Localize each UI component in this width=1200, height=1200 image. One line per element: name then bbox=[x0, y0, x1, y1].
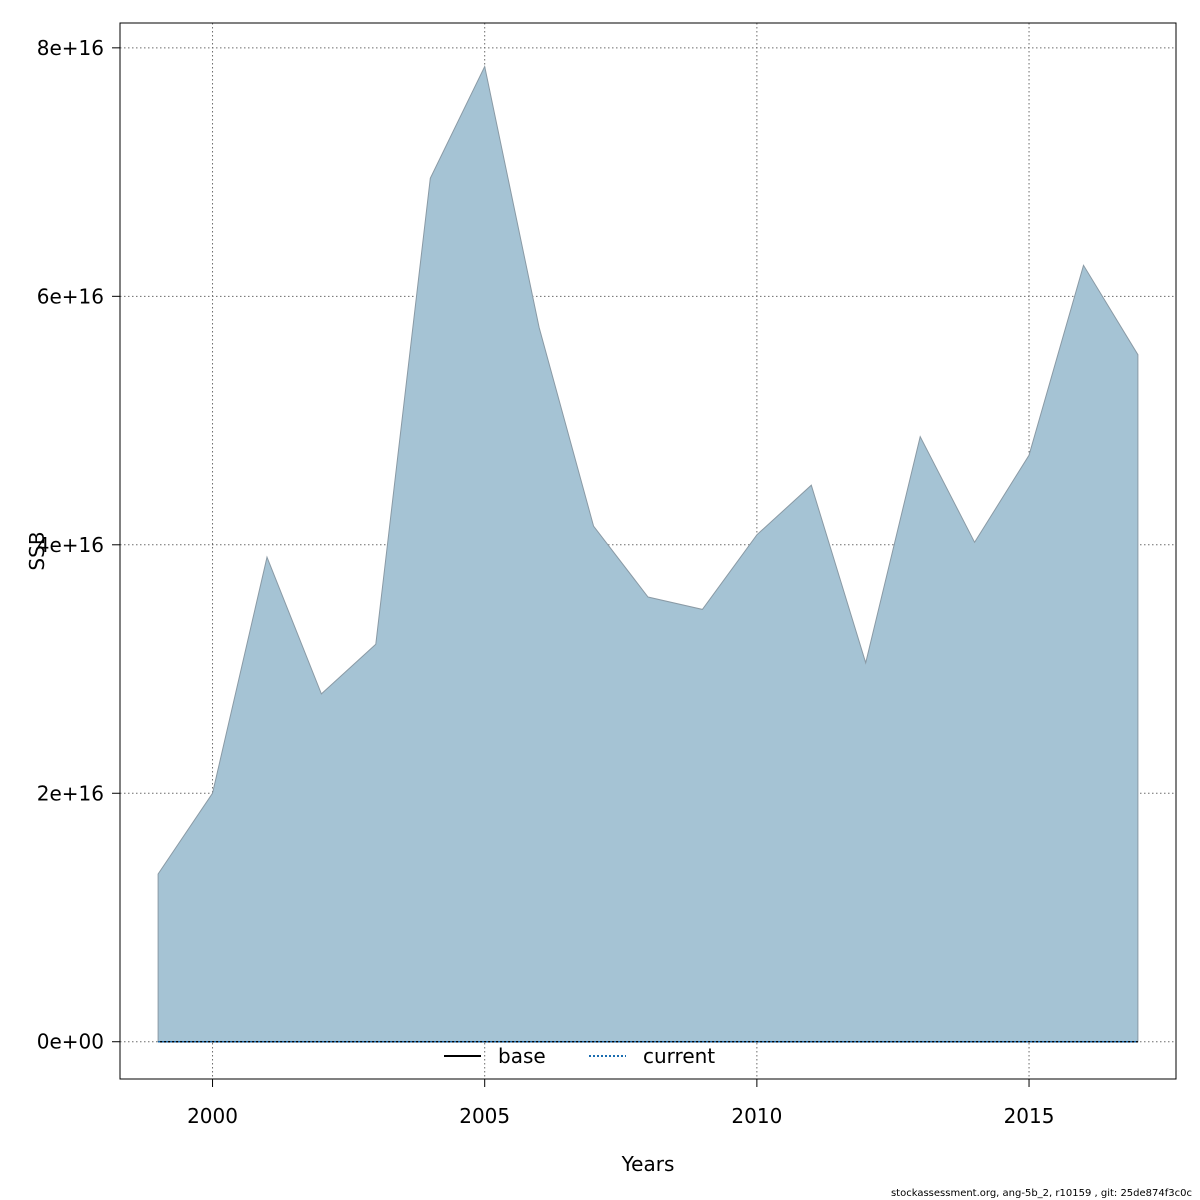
x-tick-label-3: 2015 bbox=[1004, 1104, 1055, 1128]
y-tick-label-1: 2e+16 bbox=[37, 781, 104, 805]
footer-note: stockassessment.org, ang-5b_2, r10159 , … bbox=[890, 1188, 1192, 1199]
y-tick-label-4: 8e+16 bbox=[37, 36, 104, 60]
legend-label-current: current bbox=[643, 1044, 715, 1068]
y-axis-title: SSB bbox=[25, 531, 49, 570]
y-tick-label-0: 0e+00 bbox=[37, 1030, 104, 1054]
legend-label-base: base bbox=[498, 1044, 546, 1068]
x-axis: 2000 2005 2010 2015 bbox=[187, 1078, 1055, 1128]
legend: base current bbox=[444, 1044, 715, 1068]
x-axis-title: Years bbox=[621, 1152, 675, 1176]
x-tick-label-0: 2000 bbox=[187, 1104, 238, 1128]
y-tick-label-3: 6e+16 bbox=[37, 284, 104, 308]
x-tick-label-1: 2005 bbox=[459, 1104, 510, 1128]
y-axis: 0e+00 2e+16 4e+16 6e+16 8e+16 bbox=[37, 36, 121, 1054]
x-tick-label-2: 2010 bbox=[731, 1104, 782, 1128]
y-tick-label-2: 4e+16 bbox=[37, 533, 104, 557]
